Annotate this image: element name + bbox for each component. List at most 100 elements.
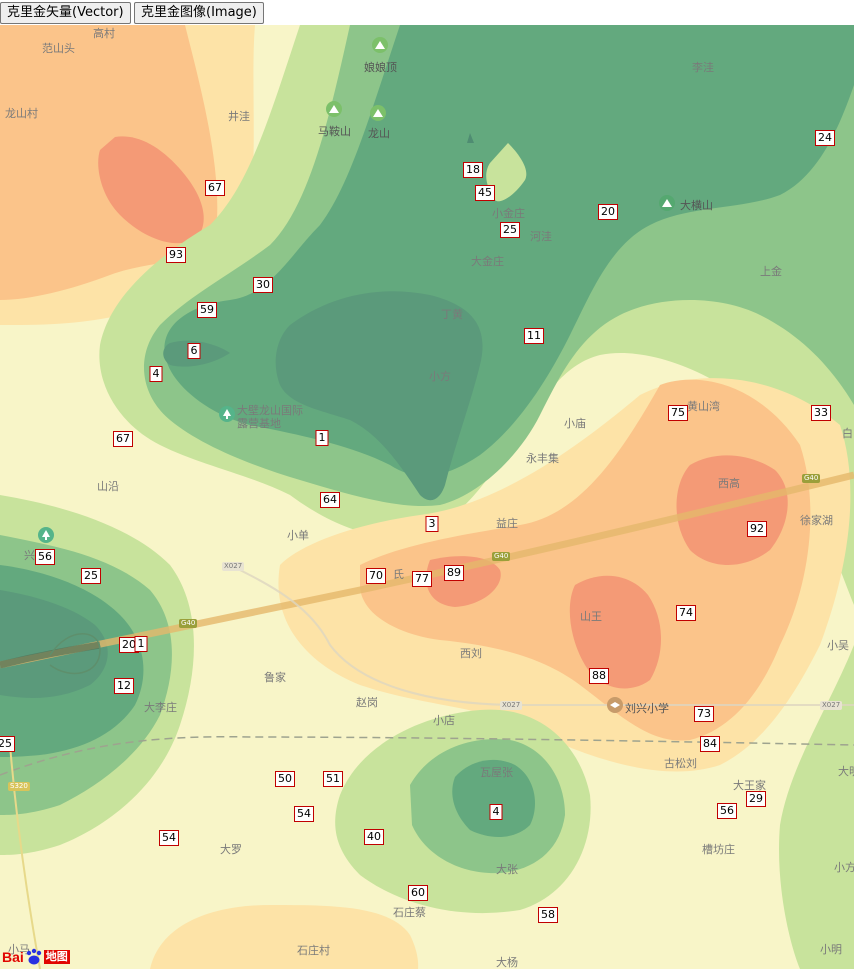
data-label: 3	[425, 516, 439, 532]
data-label: 88	[589, 668, 609, 684]
road-s320	[9, 744, 41, 969]
data-label: 1	[315, 430, 329, 446]
contour-green-south-inner	[452, 759, 535, 837]
data-label: 75	[668, 405, 688, 421]
road-badge-g40: G40	[802, 474, 821, 483]
contour-green-right	[779, 645, 854, 969]
mountain-icon	[659, 195, 675, 211]
road-loop	[49, 633, 101, 675]
data-label: 74	[676, 605, 696, 621]
park-icon	[38, 527, 54, 543]
data-label: 51	[323, 771, 343, 787]
kriging-image-button[interactable]: 克里金图像(Image)	[134, 2, 264, 24]
place-label: 小方	[834, 861, 854, 874]
place-label: 上金	[760, 265, 782, 278]
road-badge-x027: X027	[820, 701, 843, 710]
place-label: 丁黄	[441, 308, 463, 321]
place-label: 大王家	[733, 779, 766, 792]
road-badge-x027: X027	[222, 562, 245, 571]
place-label: 大金庄	[471, 255, 504, 268]
place-label: 石庄村	[297, 944, 330, 957]
data-label: 54	[159, 830, 179, 846]
place-label: 西刘	[460, 647, 482, 660]
data-label: 45	[475, 185, 495, 201]
data-label: 40	[364, 829, 384, 845]
place-label: 大明	[838, 765, 854, 778]
road-dashed	[0, 736, 854, 776]
place-label: 氏	[393, 568, 404, 581]
place-label: 槽坊庄	[702, 843, 735, 856]
place-label: 小马	[8, 943, 30, 956]
small-marker	[467, 133, 474, 143]
place-label: 刘兴小学	[625, 702, 669, 715]
data-label: 60	[408, 885, 428, 901]
data-label: 93	[166, 247, 186, 263]
place-label: 山沿	[97, 480, 119, 493]
place-label: 大壁龙山国际	[237, 404, 303, 417]
data-label: 56	[717, 803, 737, 819]
data-label: 64	[320, 492, 340, 508]
place-label: 山王	[580, 610, 602, 623]
place-label: 黄山湾	[687, 400, 720, 413]
place-label: 石庄蔡	[393, 906, 426, 919]
contour-warm-bottom	[150, 905, 419, 969]
place-label: 鲁家	[264, 671, 286, 684]
place-label: 赵岗	[356, 696, 378, 709]
data-label: 59	[197, 302, 217, 318]
contour-light-island	[486, 143, 527, 202]
data-label: 56	[35, 549, 55, 565]
place-label: 井洼	[228, 110, 250, 123]
place-label: 大张	[496, 863, 518, 876]
data-label: 18	[463, 162, 483, 178]
baidu-map-logo[interactable]: Bai 地图	[2, 946, 70, 968]
place-label: 露营基地	[237, 417, 281, 430]
data-label: 20	[119, 637, 139, 653]
place-label: 范山头	[42, 42, 75, 55]
data-label: 67	[113, 431, 133, 447]
data-label: 4	[149, 366, 163, 382]
mountain-icon	[370, 105, 386, 121]
road-badge-s320: S320	[8, 782, 30, 791]
place-label: 李洼	[692, 61, 714, 74]
place-label: 龙山	[368, 127, 390, 140]
place-label: 益庄	[496, 517, 518, 530]
data-label: 50	[275, 771, 295, 787]
place-label: 大罗	[220, 843, 242, 856]
mountain-icon	[326, 101, 342, 117]
place-label: 永丰集	[526, 452, 559, 465]
kriging-vector-button[interactable]: 克里金矢量(Vector)	[0, 2, 131, 24]
data-label: 73	[694, 706, 714, 722]
place-label: 白	[842, 427, 853, 440]
place-label: 小店	[433, 714, 455, 727]
data-label: 84	[700, 736, 720, 752]
school-icon	[607, 697, 623, 713]
road-g40-west	[0, 641, 101, 669]
place-label: 龙山村	[5, 107, 38, 120]
data-label: 54	[294, 806, 314, 822]
map-canvas[interactable]: 高村 范山头 龙山村 娘娘顶 井洼 马鞍山 龙山 李洼 小金庄 河洼 大横山 大…	[0, 25, 854, 969]
place-label: 大横山	[680, 199, 713, 212]
place-label: 瓦屋张	[480, 766, 513, 779]
data-label: 25	[0, 736, 15, 752]
contour-green-core	[275, 291, 483, 501]
road-badge-g40: G40	[179, 619, 198, 628]
place-label: 徐家湖	[800, 514, 833, 527]
data-label: 6	[187, 343, 201, 359]
contour-hot-south	[569, 575, 662, 689]
place-label: 小单	[287, 529, 309, 542]
data-label: 29	[746, 791, 766, 807]
place-label: 小金庄	[492, 207, 525, 220]
data-label: 1	[134, 636, 148, 652]
data-label: 20	[598, 204, 618, 220]
data-label: 77	[412, 571, 432, 587]
data-label: 25	[500, 222, 520, 238]
place-label: 小吴	[827, 639, 849, 652]
data-label: 92	[747, 521, 767, 537]
data-label: 70	[366, 568, 386, 584]
data-label: 12	[114, 678, 134, 694]
place-label: 大李庄	[144, 701, 177, 714]
paw-icon	[26, 948, 41, 965]
place-label: 马鞍山	[318, 125, 351, 138]
contour-green-west-core	[0, 590, 108, 698]
place-label: 古松刘	[664, 757, 697, 770]
